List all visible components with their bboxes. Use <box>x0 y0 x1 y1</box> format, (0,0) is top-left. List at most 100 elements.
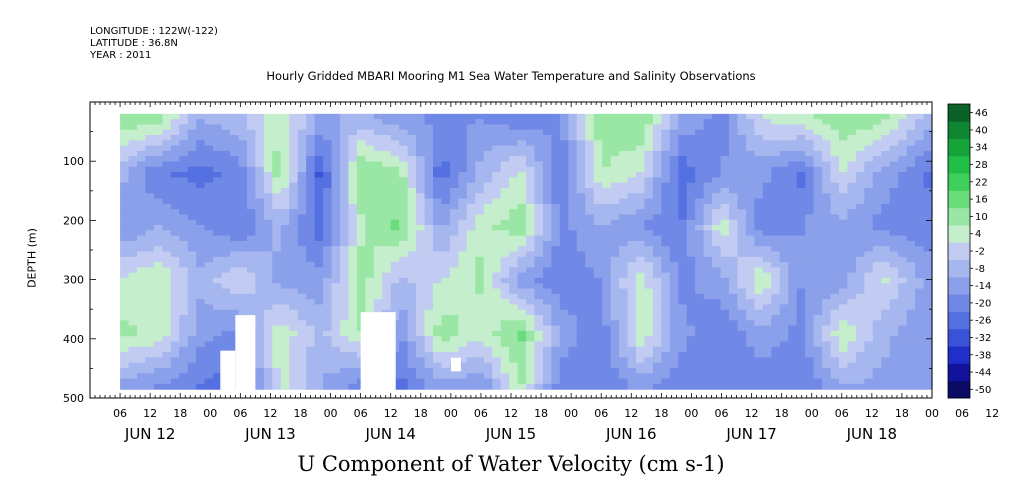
heatmap-cell <box>306 129 316 136</box>
heatmap-cell <box>838 341 849 348</box>
heatmap-cell <box>500 299 510 306</box>
heatmap-cell <box>864 177 874 184</box>
heatmap-cell <box>568 119 578 126</box>
heatmap-cell <box>483 367 493 374</box>
heatmap-cell <box>204 272 214 279</box>
heatmap-cell <box>424 150 434 157</box>
heatmap-cell <box>170 251 180 258</box>
heatmap-cell <box>703 198 713 205</box>
heatmap-cell <box>187 362 197 369</box>
heatmap-cell <box>813 352 823 358</box>
heatmap-cell <box>661 177 671 184</box>
heatmap-cell <box>213 182 223 189</box>
heatmap-cell <box>314 299 324 306</box>
heatmap-cell <box>348 156 358 163</box>
heatmap-cell <box>517 272 527 279</box>
heatmap-cell <box>686 272 696 279</box>
heatmap-cell <box>822 235 832 242</box>
heatmap-cell <box>813 203 823 210</box>
heatmap-cell <box>881 166 891 173</box>
heatmap-cell <box>796 341 806 348</box>
heatmap-cell <box>602 214 612 221</box>
heatmap-cell <box>788 177 798 184</box>
heatmap-cell <box>754 246 764 253</box>
heatmap-cell <box>162 251 172 258</box>
heatmap-cell <box>314 225 324 231</box>
heatmap-cell <box>847 373 857 380</box>
heatmap-cell <box>238 235 248 242</box>
heatmap-cell <box>475 367 485 374</box>
heatmap-cell <box>441 373 451 380</box>
heatmap-cell <box>289 113 299 120</box>
heatmap-cell <box>619 172 629 178</box>
heatmap-cell <box>230 277 240 284</box>
heatmap-cell <box>153 129 163 136</box>
heatmap-cell <box>551 315 561 321</box>
heatmap-cell <box>382 256 392 263</box>
heatmap-cell <box>526 235 536 242</box>
heatmap-cell <box>678 182 688 189</box>
heatmap-cell <box>424 230 434 237</box>
heatmap-cell <box>433 251 443 258</box>
heatmap-cell <box>263 140 273 147</box>
heatmap-cell <box>272 293 282 300</box>
heatmap-cell <box>559 262 569 268</box>
heatmap-cell <box>551 219 561 226</box>
heatmap-cell <box>416 203 426 210</box>
heatmap-cell <box>686 352 696 358</box>
heatmap-cell <box>365 225 375 231</box>
heatmap-cell <box>221 240 231 247</box>
heatmap-cell <box>179 262 189 268</box>
heatmap-cell <box>399 336 409 343</box>
heatmap-cell <box>644 161 654 168</box>
heatmap-cell <box>492 161 502 168</box>
heatmap-cell <box>162 256 172 263</box>
heatmap-cell <box>433 219 443 226</box>
heatmap-cell <box>737 119 747 126</box>
heatmap-cell <box>669 256 679 263</box>
heatmap-cell <box>128 251 138 258</box>
heatmap-cell <box>813 225 823 231</box>
heatmap-cell <box>407 309 417 316</box>
heatmap-cell <box>517 367 527 374</box>
heatmap-cell <box>424 209 434 216</box>
heatmap-cell <box>424 357 434 364</box>
heatmap-cell <box>280 150 290 157</box>
heatmap-cell <box>517 262 527 268</box>
heatmap-cell <box>813 367 823 374</box>
heatmap-cell <box>627 182 637 189</box>
heatmap-cell <box>771 140 781 147</box>
heatmap-cell <box>669 283 679 290</box>
heatmap-cell <box>635 341 646 348</box>
heatmap-cell <box>196 383 206 390</box>
heatmap-cell <box>838 193 849 200</box>
heatmap-cell <box>331 320 341 327</box>
heatmap-cell <box>449 135 459 141</box>
heatmap-cell <box>593 145 603 152</box>
heatmap-cell <box>128 373 138 380</box>
heatmap-cell <box>526 378 536 385</box>
heatmap-cell <box>323 299 333 306</box>
heatmap-cell <box>433 283 443 290</box>
heatmap-cell <box>323 140 333 147</box>
heatmap-cell <box>483 362 493 369</box>
heatmap-cell <box>289 352 299 358</box>
heatmap-cell <box>889 309 899 316</box>
heatmap-cell <box>881 330 891 337</box>
heatmap-cell <box>170 309 180 316</box>
heatmap-cell <box>390 219 400 226</box>
heatmap-cell <box>187 193 197 200</box>
heatmap-cell <box>517 113 527 120</box>
heatmap-cell <box>652 166 662 173</box>
heatmap-cell <box>458 336 468 343</box>
heatmap-cell <box>424 267 434 274</box>
heatmap-cell <box>441 193 451 200</box>
heatmap-cell <box>534 304 544 311</box>
heatmap-cell <box>796 198 806 205</box>
heatmap-cell <box>652 373 662 380</box>
heatmap-cell <box>593 367 603 374</box>
heatmap-cell <box>323 177 333 184</box>
heatmap-cell <box>162 198 172 205</box>
heatmap-cell <box>830 214 840 221</box>
heatmap-cell <box>635 346 646 353</box>
